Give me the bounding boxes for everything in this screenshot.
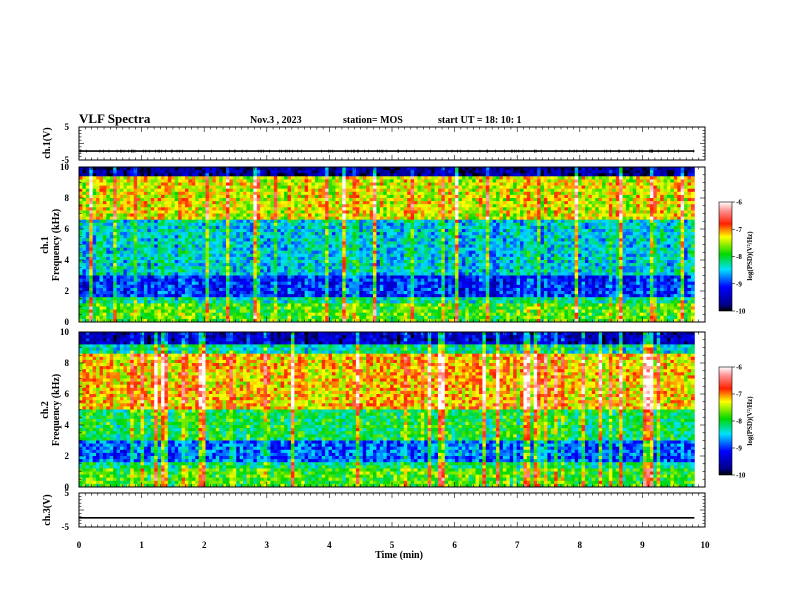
colorbar-tick-label: -7 (736, 391, 742, 399)
x-tick-label: 4 (327, 540, 332, 550)
x-tick-label: 6 (452, 540, 457, 550)
y-tick-label: 8 (65, 193, 70, 203)
x-tick-label: 7 (515, 540, 520, 550)
colorbar-tick-label: -8 (736, 253, 742, 261)
x-tick-label: 2 (202, 540, 207, 550)
station-label: station= MOS (343, 115, 403, 126)
ch2-freq-ylabel: ch.2 Frequency (kHz) (40, 374, 62, 446)
x-tick-label: 10 (701, 540, 711, 550)
y-tick-label: 8 (65, 358, 70, 368)
ch1-colorbar: -6 -7 -8 -9 -10 log(PSD)(V²/Hz) (719, 199, 754, 316)
ch2-spectrogram-image (79, 332, 705, 487)
y-tick-label: 10 (60, 327, 70, 337)
colorbar-tick-label: -8 (736, 418, 742, 426)
colorbar-tick-label: -10 (736, 472, 746, 480)
colorbar-tick-label: -6 (736, 199, 742, 207)
y-tick-label: 4 (65, 420, 70, 430)
ch1-spectrogram-panel: 0 2 4 6 8 10 (60, 162, 705, 327)
ch2-colorbar: -6 -7 -8 -9 -10 log(PSD)(V²/Hz) (719, 364, 754, 480)
ch3-ylabel: ch.3(V) (42, 494, 53, 525)
y-tick-label: 5 (65, 488, 70, 498)
x-axis-label: Time (min) (375, 550, 423, 561)
ch2-colorbar-label: log(PSD)(V²/Hz) (746, 396, 754, 446)
y-tick-label: 0 (65, 317, 70, 327)
colorbar-tick-label: -9 (736, 445, 742, 453)
x-tick-label: 1 (139, 540, 144, 550)
x-tick-label: 3 (265, 540, 270, 550)
start-time-label: start UT = 18: 10: 1 (438, 115, 522, 126)
ch3-waveform-panel: 5 -5 0 1 2 3 4 5 6 7 8 9 10 (62, 488, 711, 550)
x-tick-label: 0 (77, 540, 82, 550)
colorbar-tick-label: -10 (736, 308, 746, 316)
ch1-spectrogram-image (79, 167, 705, 322)
y-tick-label: 10 (60, 162, 70, 172)
y-tick-label: -5 (62, 522, 70, 532)
colorbar-tick-label: -7 (736, 226, 742, 234)
x-tick-label: 8 (578, 540, 583, 550)
ch1-freq-ylabel: ch.1 Frequency (kHz) (40, 209, 62, 281)
ch1-ylabel: ch.1(V) (42, 127, 53, 158)
ch1-waveform-panel: 5-5 (62, 122, 706, 165)
y-tick-label: 4 (65, 255, 70, 265)
colorbar-tick-label: -9 (736, 280, 742, 288)
y-tick-label: 2 (65, 451, 70, 461)
ch1-colorbar-label: log(PSD)(V²/Hz) (746, 231, 754, 281)
vlf-spectra-figure: VLF Spectra Nov.3 , 2023 station= MOS st… (0, 0, 792, 612)
colorbar-tick-label: -6 (736, 364, 742, 372)
date-label: Nov.3 , 2023 (250, 115, 302, 126)
y-tick-label: 2 (65, 286, 70, 296)
x-tick-label: 5 (390, 540, 395, 550)
ch2-spectrogram-panel: 0246810 (60, 327, 705, 492)
figure-title: VLF Spectra (79, 111, 151, 126)
x-tick-label: 9 (640, 540, 645, 550)
y-tick-label: 6 (65, 224, 70, 234)
y-tick-label: 6 (65, 389, 70, 399)
y-tick-label: 5 (65, 122, 70, 132)
